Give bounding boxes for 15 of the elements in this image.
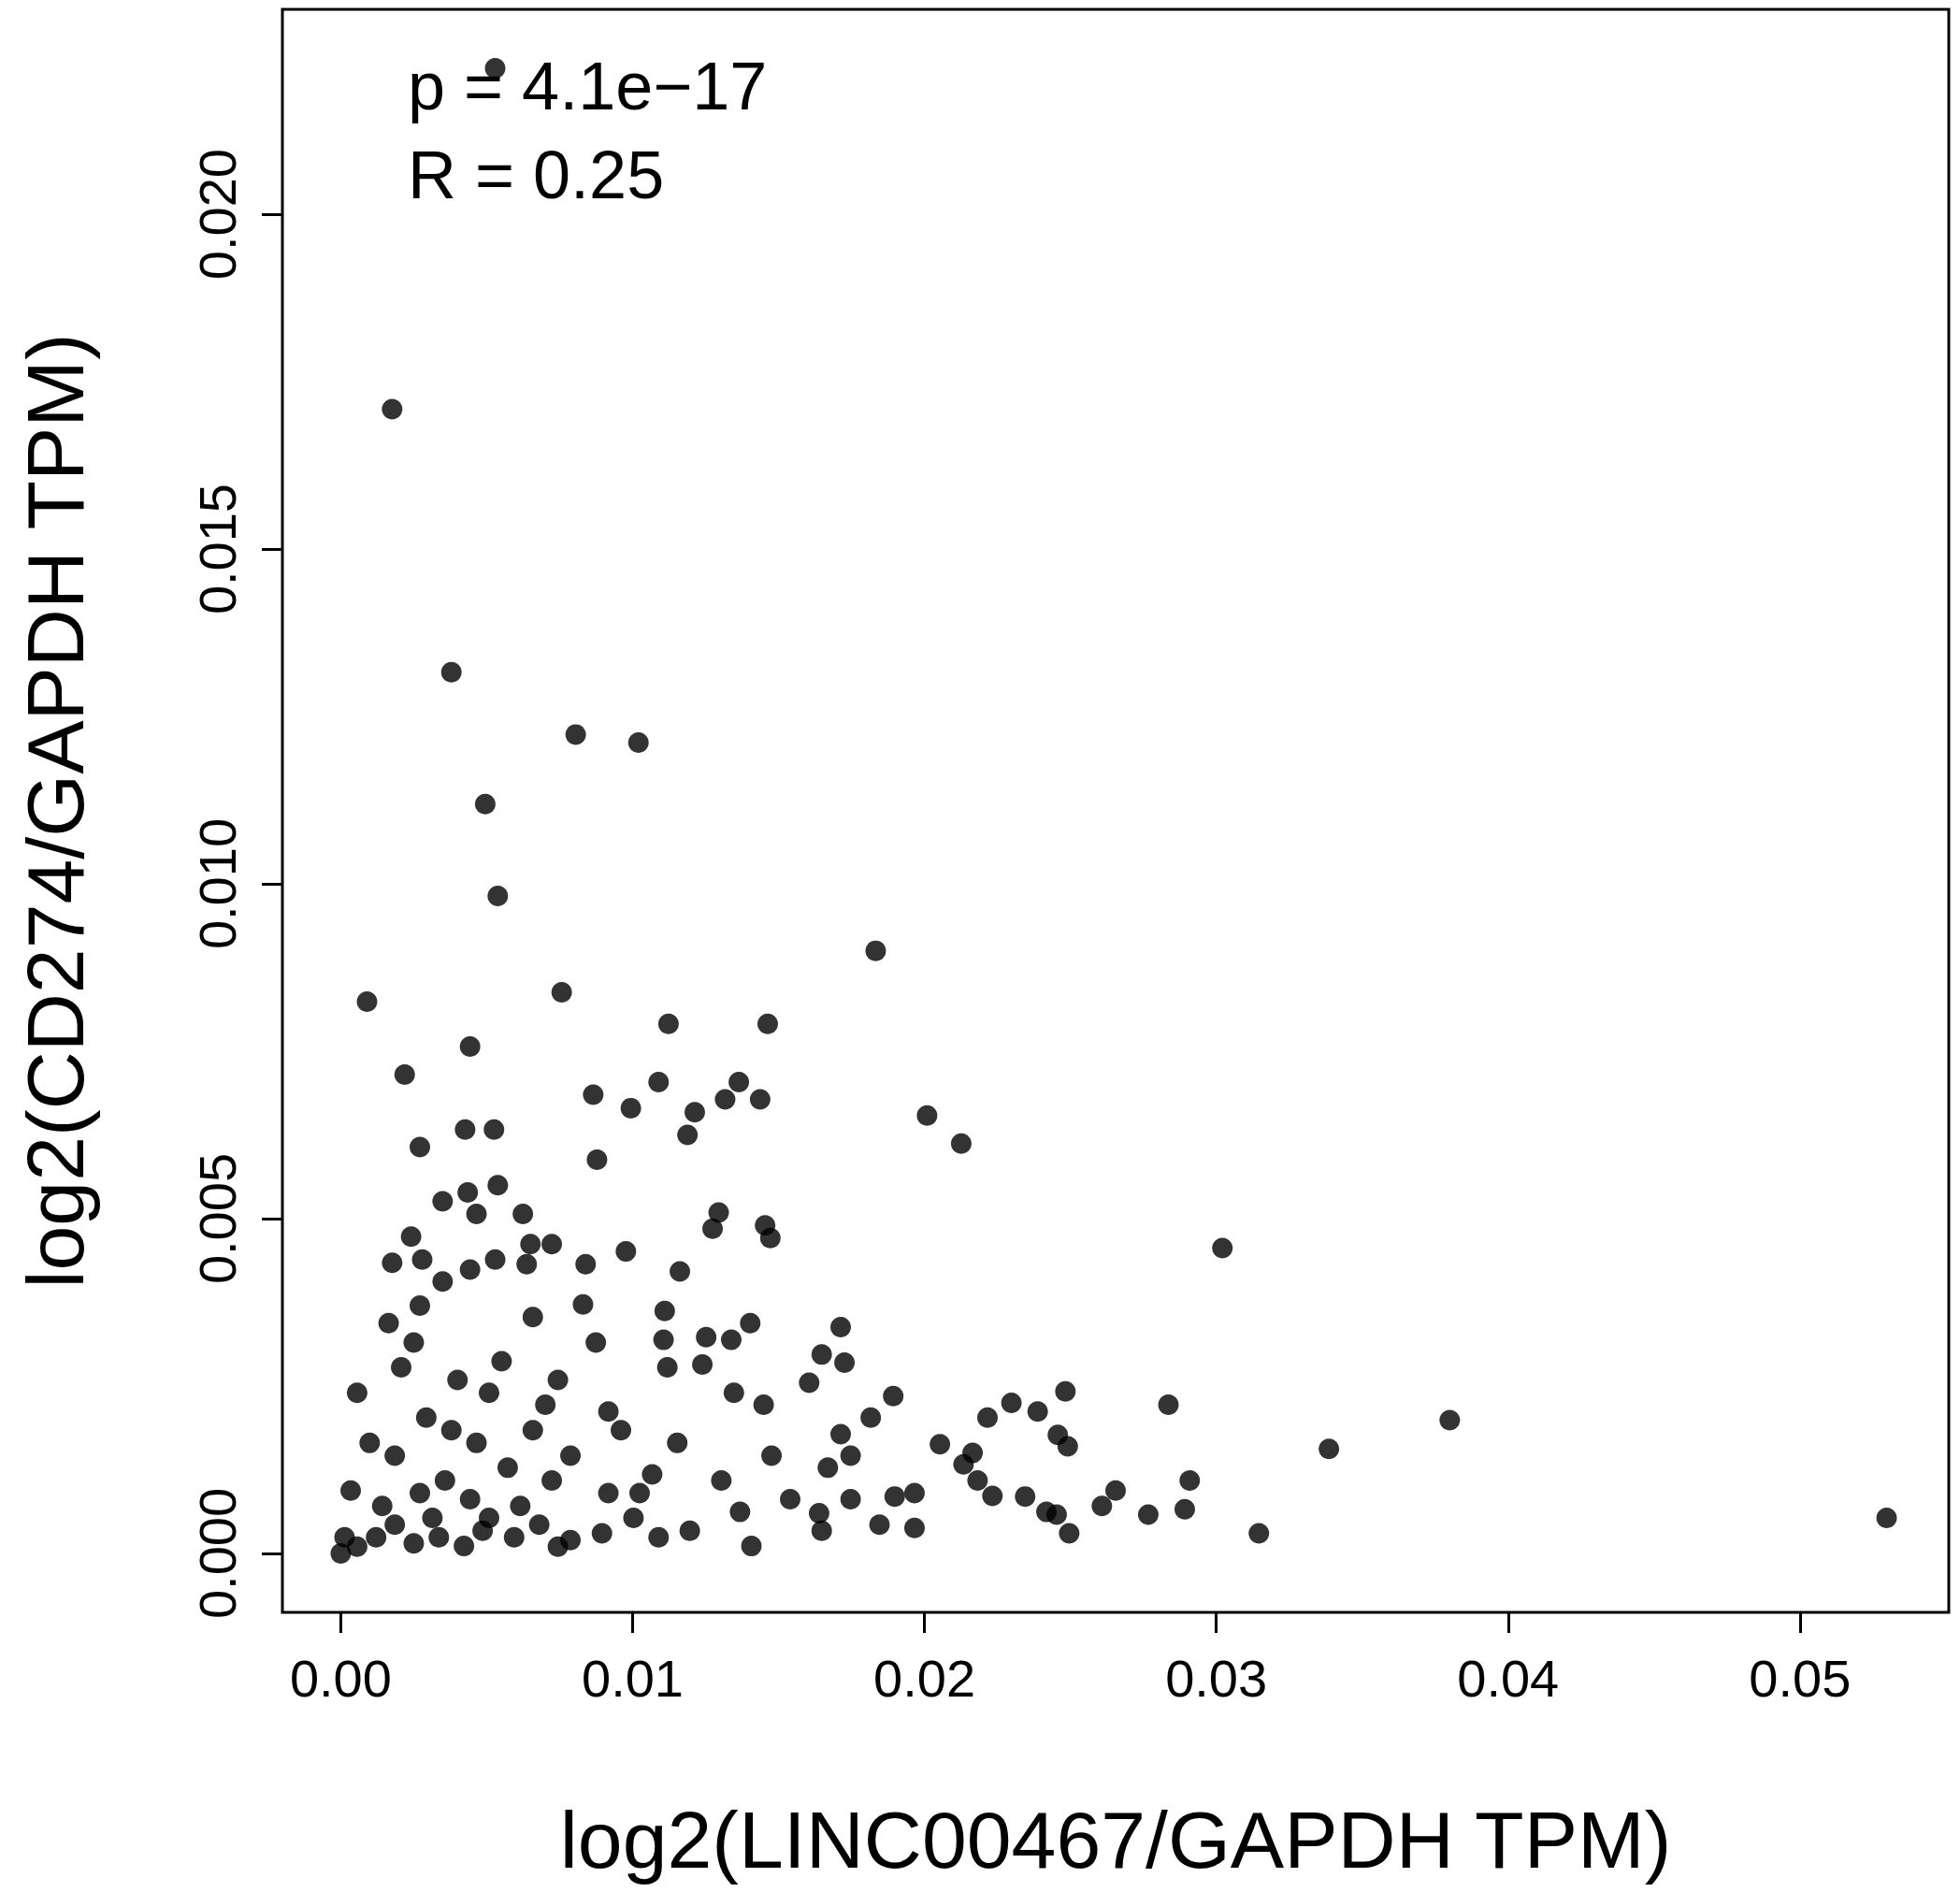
x-tick-label: 0.02 bbox=[873, 1648, 976, 1708]
y-tick-label: 0.005 bbox=[187, 1152, 247, 1285]
annotation: p = 4.1e−17 bbox=[408, 49, 768, 123]
y-tick-label: 0.020 bbox=[187, 149, 247, 281]
y-axis-title: log2(CD274/GAPDH TPM) bbox=[10, 333, 100, 1289]
x-tick-label: 0.04 bbox=[1457, 1648, 1560, 1708]
x-axis-title: log2(LINC00467/GAPDH TPM) bbox=[559, 1795, 1672, 1885]
y-tick-label: 0.010 bbox=[187, 817, 247, 950]
annotation: R = 0.25 bbox=[408, 137, 665, 212]
x-tick-label: 0.03 bbox=[1165, 1648, 1268, 1708]
x-tick-label: 0.05 bbox=[1749, 1648, 1852, 1708]
x-tick-label: 0.01 bbox=[582, 1648, 684, 1708]
y-tick-label: 0.015 bbox=[187, 483, 247, 615]
y-tick-label: 0.000 bbox=[187, 1487, 247, 1620]
x-tick-label: 0.00 bbox=[289, 1648, 392, 1708]
